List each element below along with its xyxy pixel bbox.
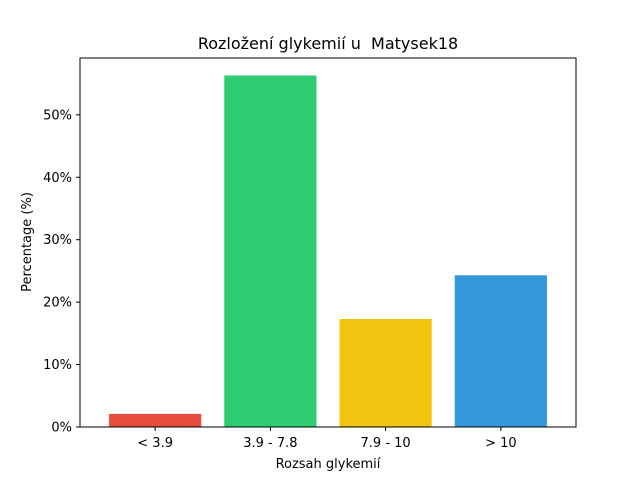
bar bbox=[224, 75, 317, 427]
y-tick-label: 50% bbox=[43, 108, 72, 123]
plot-frame bbox=[79, 57, 577, 428]
y-tick-label: 20% bbox=[43, 296, 72, 311]
y-tick-label: 30% bbox=[43, 233, 72, 248]
x-tick-label: > 10 bbox=[485, 436, 517, 451]
chart-title: Rozložení glykemií u Matysek18 bbox=[198, 34, 458, 53]
y-tick-label: 40% bbox=[43, 171, 72, 186]
bar bbox=[339, 318, 432, 427]
x-tick-label: 3.9 - 7.8 bbox=[243, 436, 297, 451]
x-axis-ticks: < 3.9 3.9 - 7.8 7.9 - 10 > 10 bbox=[137, 427, 517, 451]
x-tick-label: < 3.9 bbox=[137, 436, 173, 451]
bars bbox=[109, 75, 547, 427]
y-tick-label: 0% bbox=[51, 421, 72, 436]
x-tick-label: 7.9 - 10 bbox=[361, 436, 411, 451]
y-axis-label: Percentage (%) bbox=[20, 192, 35, 292]
x-axis-label: Rozsah glykemií bbox=[276, 457, 381, 472]
y-axis-ticks: 0% 10% 20% 30% 40% 50% bbox=[43, 108, 80, 436]
bar bbox=[454, 275, 547, 427]
bar bbox=[109, 413, 202, 427]
y-tick-label: 10% bbox=[43, 358, 72, 373]
